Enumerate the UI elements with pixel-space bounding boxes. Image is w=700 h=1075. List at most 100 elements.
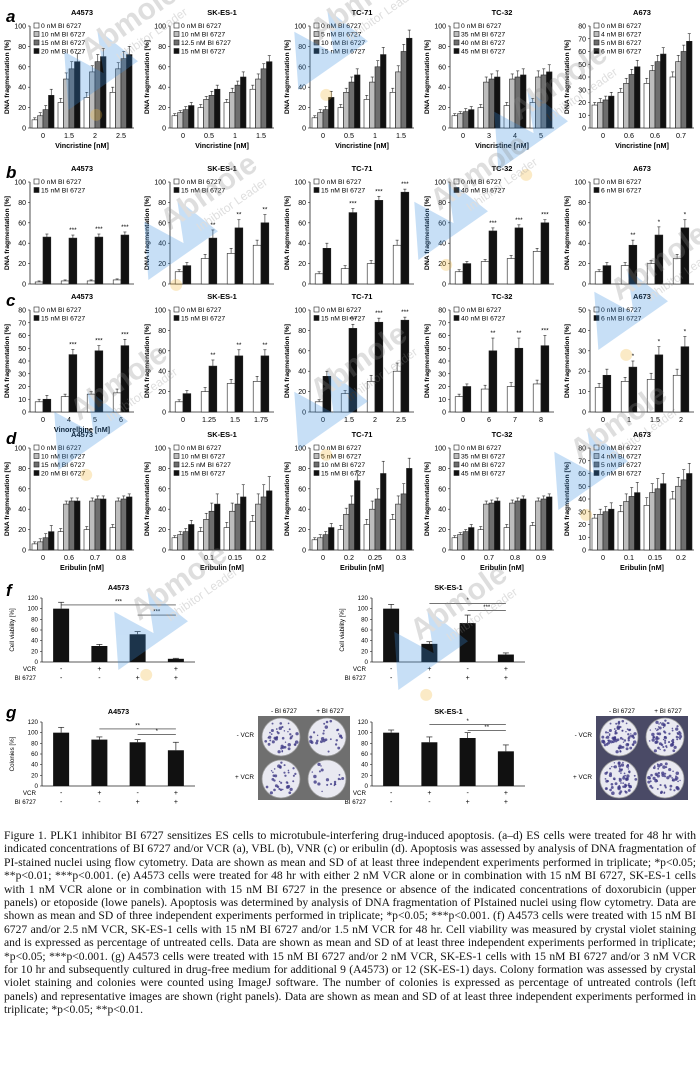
- x-tick-label: 0: [321, 553, 325, 562]
- bar: [260, 68, 267, 129]
- colony-dot: [280, 761, 283, 764]
- bar: [503, 527, 510, 551]
- legend-label: 4 nM BI 6727: [601, 32, 642, 39]
- x-tick-label: 0.1: [624, 553, 634, 562]
- y-tick-label: 60: [578, 220, 586, 227]
- significance-stars: **: [262, 207, 268, 214]
- colony-dot: [605, 771, 609, 774]
- y-tick-label: 100: [434, 180, 446, 187]
- legend-swatch: [313, 39, 320, 46]
- x-tick-label: 0: [181, 131, 185, 140]
- bar: [60, 280, 70, 285]
- colony-dot: [659, 722, 662, 724]
- condition-sign: -: [98, 799, 101, 806]
- significance-stars: *: [466, 719, 469, 725]
- legend-label: 10 nM BI 6727: [41, 454, 85, 461]
- legend-label: 15 nM BI 6727: [181, 49, 225, 56]
- y-tick-label: 40: [438, 507, 446, 514]
- bar: [497, 654, 514, 662]
- x-axis-label: Eribulin [nM]: [480, 563, 524, 572]
- colony-dot: [325, 778, 330, 782]
- bar: [608, 95, 615, 129]
- legend-label: 5 nM BI 6727: [601, 40, 642, 47]
- y-tick-label: 60: [31, 627, 38, 634]
- colony-dot: [608, 734, 611, 737]
- x-tick-label: 0: [461, 553, 465, 562]
- colony-dot: [286, 782, 289, 784]
- x-tick-label: 1.5: [64, 131, 74, 140]
- y-tick-label: 60: [158, 64, 166, 71]
- bar: [649, 492, 656, 551]
- colony-dot: [617, 746, 621, 750]
- colony-dot: [622, 776, 626, 780]
- bar: [363, 99, 370, 129]
- colony-dot: [622, 782, 625, 784]
- y-tick-label: 0: [162, 410, 166, 417]
- bar: [197, 107, 204, 129]
- chart-title: TC-32: [492, 292, 513, 301]
- bar: [200, 258, 210, 285]
- y-tick-label: 50: [578, 62, 586, 69]
- y-axis-label: DNA fragmentation [%]: [144, 196, 151, 270]
- x-tick-label: 0: [181, 553, 185, 562]
- legend-swatch: [453, 444, 460, 451]
- colony-dot: [632, 740, 637, 744]
- y-tick-label: 60: [361, 627, 368, 634]
- colony-dot: [658, 726, 662, 730]
- y-axis-label: DNA fragmentation [%]: [4, 462, 11, 536]
- bar: [546, 496, 553, 551]
- colony-dot: [269, 791, 273, 795]
- panel-letter: b: [6, 163, 16, 182]
- bar: [112, 279, 122, 285]
- bar: [120, 58, 127, 129]
- x-tick-label: 2.5: [116, 131, 126, 140]
- condition-sign: -: [390, 799, 393, 806]
- y-tick-label: 40: [18, 85, 26, 92]
- significance-stars: **: [516, 330, 522, 337]
- plate-row-label: - VCR: [237, 732, 255, 739]
- y-axis-label: DNA fragmentation [%]: [144, 40, 151, 114]
- bar: [343, 92, 350, 129]
- legend-swatch: [453, 48, 460, 54]
- legend-label: 45 nM BI 6727: [461, 49, 505, 56]
- y-tick-label: 120: [358, 719, 369, 726]
- legend-label: 40 nM BI 6727: [461, 188, 505, 195]
- colony-dot: [610, 782, 614, 786]
- condition-sign: +: [504, 675, 508, 682]
- condition-label: VCR: [23, 790, 37, 797]
- significance-stars: ***: [375, 310, 383, 317]
- y-tick-label: 0: [442, 410, 446, 417]
- bar: [535, 500, 542, 551]
- bar: [597, 102, 604, 129]
- colony-dot: [309, 735, 313, 739]
- condition-sign: -: [466, 790, 469, 797]
- bar: [535, 76, 542, 129]
- bar: [494, 76, 501, 129]
- x-tick-label: 0.1: [204, 553, 214, 562]
- bar: [602, 374, 612, 413]
- condition-label: VCR: [23, 666, 37, 673]
- bar: [89, 500, 96, 551]
- bar: [506, 386, 516, 413]
- x-axis-label: Eribulin [nM]: [340, 563, 384, 572]
- chart-panel: SK-ES-1 0 20 40 60 80 100 120 Cell viability [%]…: [339, 583, 525, 682]
- x-tick-label: 1.5: [230, 415, 240, 424]
- bar: [311, 539, 318, 551]
- colony-dot: [657, 771, 661, 775]
- y-axis-label: DNA fragmentation [%]: [284, 196, 291, 270]
- bar: [462, 263, 472, 285]
- row-f: f A4573 0 20 40 60 80 100 120 Cell viability [%] *…: [6, 581, 525, 682]
- x-tick-label: 1.5: [650, 415, 660, 424]
- colony-dot: [656, 780, 659, 783]
- legend-label: 10 nM BI 6727: [181, 454, 225, 461]
- colony-dot: [282, 788, 284, 791]
- chart-title: A673: [633, 164, 651, 173]
- bar: [675, 61, 682, 129]
- y-tick-label: 20: [158, 261, 166, 268]
- bar: [680, 227, 690, 285]
- bar: [497, 751, 514, 786]
- legend-label: 0 nM BI 6727: [41, 23, 82, 30]
- colony-dot: [604, 731, 608, 734]
- colony-dot: [338, 733, 340, 735]
- legend-label: 45 nM BI 6727: [461, 471, 505, 478]
